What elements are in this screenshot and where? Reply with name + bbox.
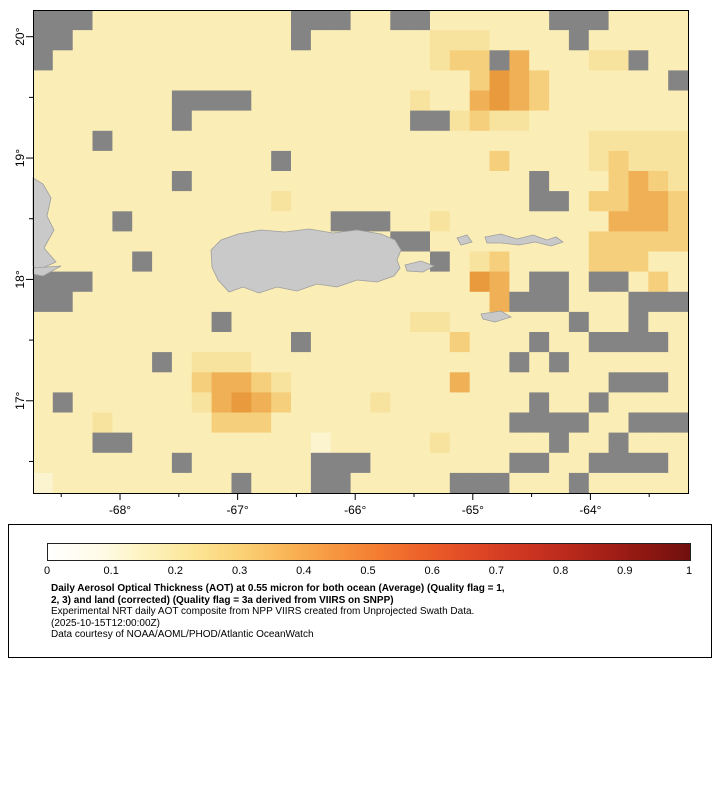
legend-caption: Daily Aerosol Optical Thickness (AOT) at… — [51, 583, 701, 641]
colorbar-tick-label: 0.7 — [488, 565, 505, 577]
caption-title-line1: Daily Aerosol Optical Thickness (AOT) at… — [51, 583, 505, 594]
colorbar-tick-label: 0.6 — [424, 565, 440, 577]
x-axis-tick-label: -68° — [109, 503, 131, 517]
colorbar-tick-label: 0.5 — [360, 565, 376, 577]
map-area: 20° 19° 18° 17° -68° -67° -66° -65° -64° — [13, 10, 689, 517]
colorbar-tick-label: 1 — [685, 565, 693, 577]
y-axis-tick-label: 17° — [13, 391, 27, 409]
x-axis-tick-label: -66° — [344, 503, 366, 517]
x-axis-tick-label: -67° — [227, 503, 249, 517]
y-axis-tick-label: 18° — [13, 270, 27, 288]
landmasses — [32, 177, 564, 323]
colorbar-tick-label: 0.4 — [296, 565, 312, 577]
land-puerto-rico — [210, 228, 402, 294]
colorbar-tick-label: 0.3 — [231, 565, 248, 577]
land-st-croix — [480, 310, 512, 323]
colorbar-tick-label: 0 — [43, 565, 51, 577]
land-vieques — [404, 260, 435, 273]
y-axis-tick-label: 20° — [13, 27, 27, 45]
y-axis-tick-label: 19° — [13, 149, 27, 167]
aot-grid — [33, 10, 689, 494]
caption-title-line2: 2, 3) and land (corrected) (Quality flag… — [51, 594, 394, 606]
colorbar-tick-label: 0.1 — [103, 565, 119, 577]
legend-box: 0 0.1 0.2 0.3 0.4 0.5 0.6 0.7 0.8 0.9 1 Daily Aero… — [8, 524, 712, 658]
colorbar-gradient — [47, 543, 691, 561]
x-axis-tick-label: -65° — [462, 503, 484, 517]
land-culebra — [456, 234, 473, 246]
caption-timestamp: (2025-10-15T12:00:00Z) — [51, 617, 160, 629]
colorbar-tick-label: 0.8 — [552, 565, 569, 577]
colorbar-tick-label: 0.2 — [167, 565, 184, 577]
map-frame — [33, 10, 689, 494]
land-virgin-islands — [484, 233, 564, 247]
map-svg: 20° 19° 18° 17° -68° -67° -66° -65° -64° — [13, 10, 689, 517]
colorbar-tick-labels: 0 0.1 0.2 0.3 0.4 0.5 0.6 0.7 0.8 0.9 1 — [43, 565, 693, 579]
x-axis-tick-label: -64° — [579, 503, 601, 517]
caption-description: Experimental NRT daily AOT composite fro… — [51, 606, 475, 617]
colorbar-tick-label: 0.9 — [617, 565, 633, 577]
caption-courtesy: Data courtesy of NOAA/AOML/PHOD/Atlantic… — [51, 629, 314, 640]
